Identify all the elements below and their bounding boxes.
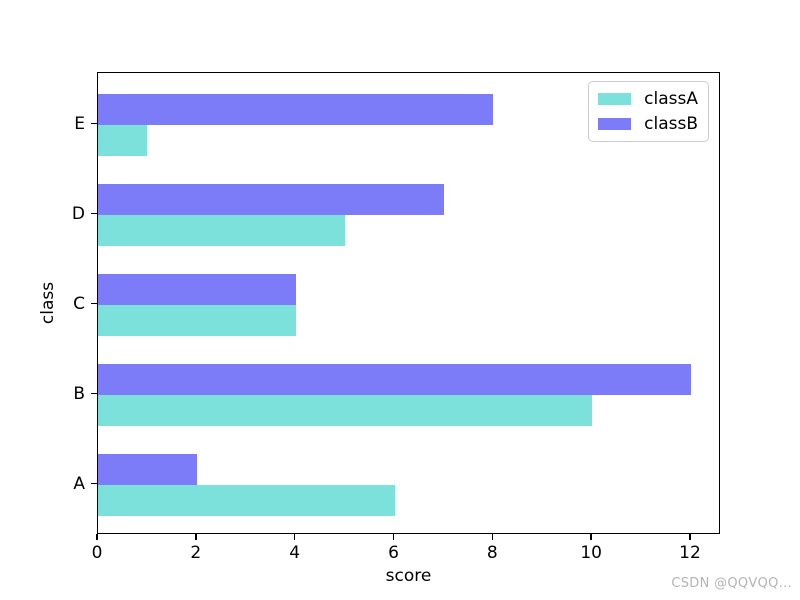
y-tick-mark-D bbox=[91, 212, 97, 215]
bar-classB-E bbox=[98, 93, 494, 125]
x-tick-label-10: 10 bbox=[580, 543, 602, 563]
legend-item-classB: classB bbox=[598, 113, 698, 134]
x-tick-mark-8 bbox=[491, 534, 494, 540]
x-tick-label-12: 12 bbox=[679, 543, 701, 563]
x-tick-mark-12 bbox=[689, 534, 691, 540]
x-tick-label-0: 0 bbox=[91, 543, 103, 563]
y-tick-label-D: D bbox=[71, 203, 85, 224]
legend-swatch-classB bbox=[598, 118, 632, 131]
bar-classB-C bbox=[98, 273, 296, 305]
x-tick-mark-0 bbox=[96, 534, 98, 540]
y-tick-label-C: C bbox=[73, 293, 85, 314]
plot-area: classA classB bbox=[97, 72, 720, 534]
bar-classB-B bbox=[98, 363, 691, 395]
bar-classA-C bbox=[98, 304, 296, 336]
legend-swatch-classA bbox=[598, 93, 632, 106]
x-tick-label-8: 8 bbox=[486, 543, 498, 563]
y-tick-label-E: E bbox=[74, 113, 85, 134]
y-axis-label: class bbox=[38, 281, 58, 325]
x-tick-mark-10 bbox=[590, 534, 592, 540]
watermark: CSDN @QQVQQ... bbox=[671, 576, 792, 591]
legend-label-classA: classA bbox=[644, 89, 698, 109]
bar-classA-B bbox=[98, 394, 593, 426]
legend-item-classA: classA bbox=[598, 90, 698, 109]
x-tick-label-6: 6 bbox=[388, 543, 399, 563]
x-tick-label-4: 4 bbox=[289, 543, 301, 563]
x-tick-mark-4 bbox=[293, 534, 296, 540]
legend: classA classB bbox=[588, 81, 709, 143]
bar-classA-A bbox=[98, 484, 395, 516]
y-tick-mark-E bbox=[91, 122, 97, 125]
bar-classA-E bbox=[98, 124, 148, 156]
bar-classB-A bbox=[98, 453, 197, 485]
bar-classA-D bbox=[98, 214, 346, 246]
x-tick-label-2: 2 bbox=[190, 543, 202, 563]
y-tick-mark-A bbox=[91, 482, 97, 485]
bar-classB-D bbox=[98, 183, 444, 215]
legend-label-classB: classB bbox=[644, 113, 698, 134]
y-tick-mark-B bbox=[91, 392, 97, 395]
y-tick-label-A: A bbox=[73, 473, 85, 494]
x-axis-label: score bbox=[385, 566, 432, 586]
x-tick-mark-6 bbox=[392, 534, 395, 540]
x-tick-mark-2 bbox=[195, 534, 197, 540]
y-tick-label-B: B bbox=[73, 383, 85, 404]
y-tick-mark-C bbox=[91, 302, 97, 305]
